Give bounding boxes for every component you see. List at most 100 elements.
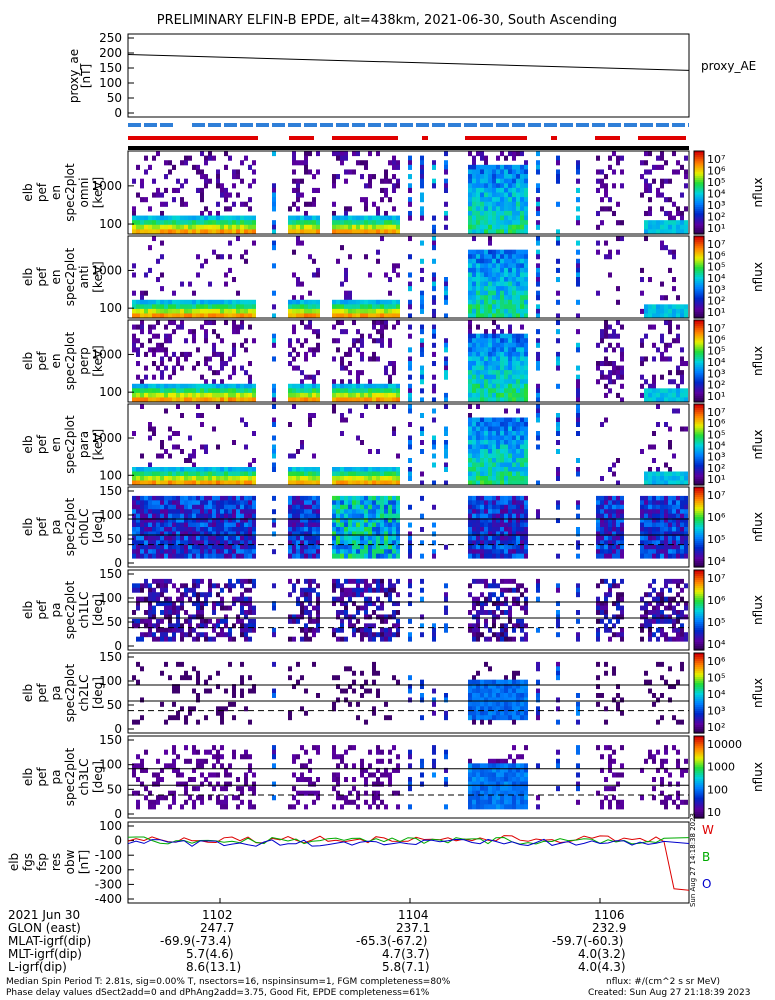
colorbar-cell xyxy=(694,436,704,440)
spectrogram-cell xyxy=(332,522,336,528)
spectrogram-cell xyxy=(360,518,364,524)
spectrogram-cell xyxy=(340,500,344,506)
spectrogram-cell xyxy=(616,544,620,550)
spectrogram-cell xyxy=(512,383,516,389)
spectrogram-cell xyxy=(200,210,204,217)
spectrogram-cell xyxy=(408,540,412,546)
spectrogram-cell xyxy=(216,592,220,598)
spectrogram-cell xyxy=(504,220,508,226)
spectrogram-cell xyxy=(524,210,528,217)
spectrogram-cell xyxy=(472,480,476,486)
colorbar-cell xyxy=(694,211,704,214)
spectrogram-cell xyxy=(484,155,488,161)
spectrogram-cell xyxy=(392,206,396,212)
spectrogram-cell xyxy=(300,500,304,506)
spectrogram-cell xyxy=(576,263,580,269)
spectrogram-cell xyxy=(472,522,476,528)
spectrogram-cell xyxy=(644,513,648,519)
spectrogram-cell xyxy=(608,206,612,212)
spectrogram-cell xyxy=(200,578,204,584)
spectrogram-cell xyxy=(364,404,368,409)
spectrogram-cell xyxy=(292,500,296,506)
colorbar-frame xyxy=(693,319,705,403)
spectrogram-cell xyxy=(484,374,488,380)
spectrogram-cell xyxy=(512,308,516,314)
colorbar-cell xyxy=(694,389,704,393)
spectrogram-cell xyxy=(288,535,292,541)
spectrogram-cell xyxy=(652,308,656,314)
spectrogram-cell xyxy=(348,351,352,357)
spectrogram-cell xyxy=(308,417,312,423)
spectrogram-cell xyxy=(364,160,368,166)
status-bar-blue xyxy=(208,123,221,127)
spectrogram-cell xyxy=(484,509,488,515)
spectrogram-cell xyxy=(444,224,448,230)
spectrogram-cell xyxy=(468,192,472,198)
spectrogram-cell xyxy=(144,513,148,519)
spectrogram-cell xyxy=(392,467,396,472)
spectrogram-cell xyxy=(384,527,388,532)
spectrogram-cell xyxy=(208,636,212,642)
spectrogram-cell xyxy=(228,229,232,235)
spectrogram-cell xyxy=(152,220,156,226)
spectrogram-cell xyxy=(684,471,688,477)
spectrogram-cell xyxy=(348,206,352,212)
spectrogram-cell xyxy=(536,236,540,242)
spectrogram-cell xyxy=(336,540,340,546)
spectrogram-cell xyxy=(420,513,424,519)
spectrogram-cell xyxy=(152,333,156,339)
spectrogram-cell xyxy=(664,342,668,348)
spectrogram-cell xyxy=(140,215,144,221)
spectrogram-cell xyxy=(516,435,520,441)
spectrogram-cell xyxy=(480,449,484,454)
spectrogram-cell xyxy=(312,187,316,193)
spectrogram-cell xyxy=(556,431,560,436)
spectrogram-cell xyxy=(380,531,384,537)
colorbar-cell xyxy=(694,248,704,251)
spectrogram-cell xyxy=(476,187,480,193)
spectrogram-cell xyxy=(192,467,196,472)
colorbar-cell xyxy=(694,385,704,389)
spectrogram-cell xyxy=(420,160,424,166)
spectrogram-cell xyxy=(152,313,156,319)
spectrogram-cell xyxy=(608,254,612,260)
spectrogram-cell xyxy=(224,527,228,532)
spectrogram-cell xyxy=(296,308,300,314)
spectrogram-cell xyxy=(648,169,652,175)
spectrogram-cell xyxy=(376,249,380,255)
spectrogram-cell xyxy=(392,160,396,166)
spectrogram-cell xyxy=(484,540,488,546)
spectrogram-cell xyxy=(668,509,672,515)
spectrogram-cell xyxy=(672,553,676,559)
spectrogram-cell xyxy=(512,549,516,555)
spectrogram-cell xyxy=(520,540,524,546)
spectrogram-cell xyxy=(312,453,316,459)
spectrogram-cell xyxy=(648,397,652,403)
spectrogram-cell xyxy=(312,304,316,310)
spectrogram-cell xyxy=(248,388,252,394)
spectrogram-cell xyxy=(344,169,348,175)
spectrogram-cell xyxy=(216,392,220,398)
spectrogram-cell xyxy=(484,453,488,459)
spectrogram-cell xyxy=(656,509,660,515)
spectrogram-cell xyxy=(492,431,496,436)
spectrogram-cell xyxy=(204,518,208,524)
spectrogram-cell xyxy=(468,263,472,269)
spectrogram-cell xyxy=(380,549,384,555)
spectrogram-cell xyxy=(476,304,480,310)
spectrogram-cell xyxy=(132,304,136,310)
spectrogram-cell xyxy=(500,531,504,537)
colorbar-cell xyxy=(694,215,704,218)
spectrogram-cell xyxy=(252,480,256,486)
spectrogram-cell xyxy=(476,277,480,283)
spectrogram-cell xyxy=(244,215,248,221)
spectrogram-cell xyxy=(524,215,528,221)
spectrogram-cell xyxy=(380,342,384,348)
spectrogram-cell xyxy=(288,422,292,427)
spectrogram-cell xyxy=(220,224,224,230)
spectrogram-cell xyxy=(484,495,488,501)
spectrogram-cell xyxy=(192,290,196,296)
spectrogram-cell xyxy=(512,229,516,235)
spectrogram-cell xyxy=(144,610,148,615)
spectrogram-cell xyxy=(228,504,232,510)
